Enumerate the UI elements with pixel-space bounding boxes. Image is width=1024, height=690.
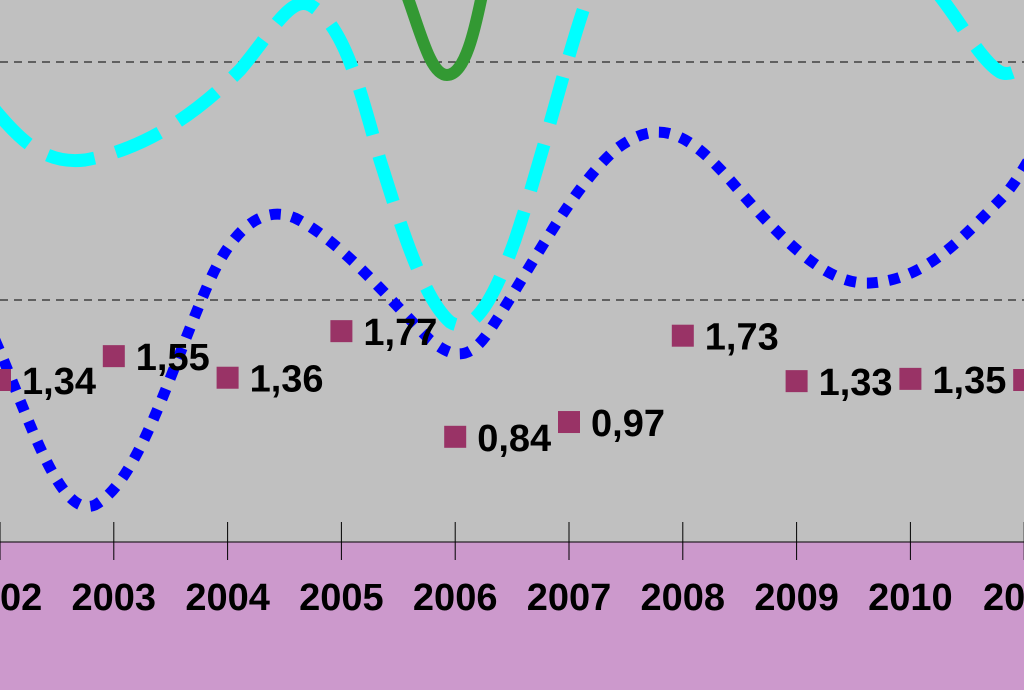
x-ticks [0, 522, 1024, 560]
data-point-marker [785, 370, 808, 393]
data-point-marker [0, 369, 11, 391]
data-label: 1,33 [819, 362, 893, 404]
data-point-marker [899, 367, 922, 390]
data-label: 1,55 [136, 337, 210, 379]
blue-dotted-curve [0, 126, 1024, 512]
cyan-dashed-curve [0, 0, 594, 332]
x-tick-label: 2007 [527, 577, 612, 619]
x-tick-label: 2002 [0, 577, 42, 619]
data-point-marker [558, 411, 580, 434]
data-point-marker [1013, 369, 1024, 391]
data-point-marker [671, 324, 694, 347]
x-tick-label: 2006 [413, 577, 498, 619]
x-axis-band [0, 542, 1024, 690]
x-tick-label: 2004 [185, 577, 270, 619]
data-label: 0,84 [477, 418, 551, 460]
green-solid-curve [402, 0, 488, 82]
data-point-marker [330, 320, 353, 343]
data-label: 1,36 [250, 359, 324, 401]
x-tick-label: 2003 [72, 577, 157, 619]
x-tick-label: 2009 [754, 577, 839, 619]
data-point-marker [102, 345, 125, 368]
data-label: 1,35 [932, 360, 1006, 402]
data-label: 1,77 [363, 312, 437, 354]
data-label: 1,73 [705, 317, 779, 359]
x-tick-labels: 2002 2003 2004 2005 2006 2007 2008 2009 2010 2011 [0, 577, 1024, 619]
x-tick-label: 2011 [983, 577, 1024, 619]
data-point-marker [216, 366, 239, 389]
x-tick-label: 2010 [868, 577, 953, 619]
data-point-marker [444, 425, 467, 448]
marker-labels: 1,34 1,55 1,36 1,77 0,84 0,97 1,73 1,33 1,35 [22, 312, 1006, 460]
x-tick-label: 2005 [299, 577, 384, 619]
cyan-dashed-curve-right [934, 0, 1024, 80]
data-label: 0,97 [591, 403, 665, 445]
marker-series [0, 320, 1024, 448]
plot-area [0, 0, 1024, 542]
data-label: 1,34 [22, 361, 96, 403]
x-tick-label: 2008 [641, 577, 726, 619]
